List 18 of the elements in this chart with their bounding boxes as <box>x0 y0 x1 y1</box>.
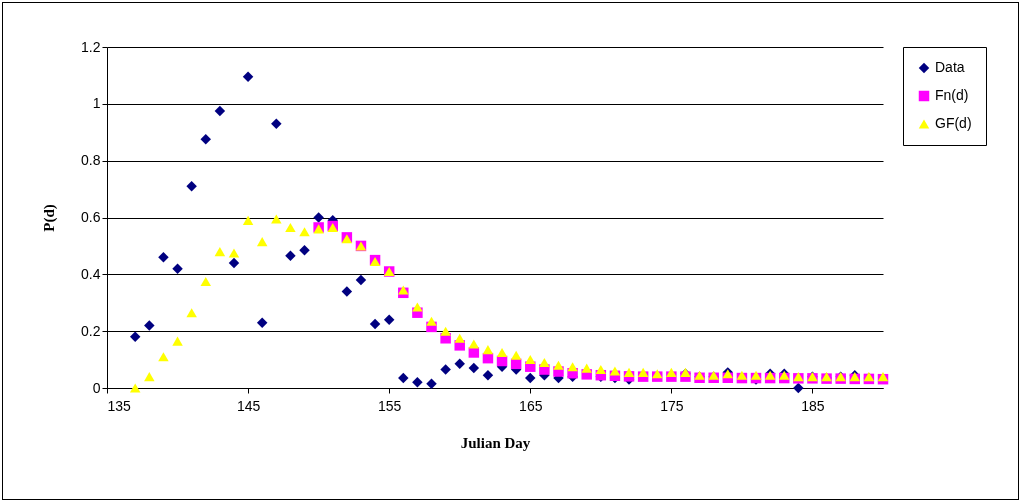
y-axis-title: P(d) <box>41 204 59 232</box>
legend-label: Data <box>935 59 965 75</box>
x-tick-label: 175 <box>660 397 684 414</box>
y-tick-label: 0.2 <box>81 322 101 339</box>
y-tick-label: 1.2 <box>81 38 101 55</box>
x-tick-label: 155 <box>378 397 402 414</box>
x-tick-label: 145 <box>236 397 261 414</box>
y-tick-label: 0 <box>92 379 101 396</box>
y-tick-label: 0.4 <box>81 265 101 282</box>
legend-label: GF(d) <box>935 115 972 131</box>
x-tick-label: 185 <box>801 397 825 414</box>
y-tick-label: 1 <box>92 95 101 112</box>
y-tick-label: 0.8 <box>81 152 101 169</box>
legend-label: Fn(d) <box>935 87 969 103</box>
x-tick-label: 135 <box>107 397 132 414</box>
x-tick-label: 165 <box>519 397 543 414</box>
y-tick-label: 0.6 <box>81 209 101 225</box>
x-axis-title: Julian Day <box>460 434 531 451</box>
